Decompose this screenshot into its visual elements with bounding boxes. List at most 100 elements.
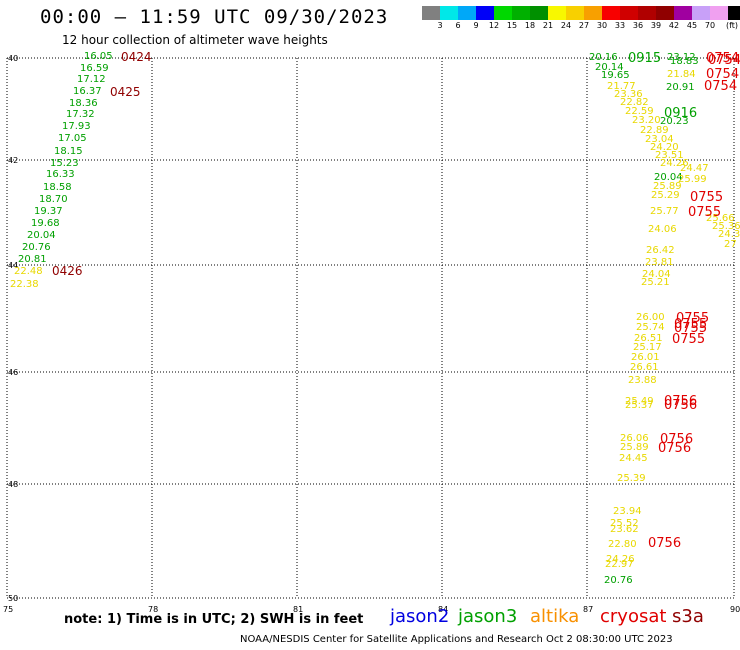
wave-height-value: 22.59 <box>625 106 654 117</box>
color-scale-tick: 42 <box>668 21 680 30</box>
color-scale-tick: 9 <box>473 21 479 30</box>
wave-height-value: 24.26 <box>660 158 689 169</box>
wave-height-value: 24.3 <box>718 229 740 240</box>
wave-height-value: 26.61 <box>630 362 659 373</box>
color-scale-tick: 15 <box>506 21 518 30</box>
color-scale-tick: 45 <box>686 21 698 30</box>
wave-height-value: 25.21 <box>641 277 670 288</box>
color-scale-tick: 21 <box>542 21 554 30</box>
wave-height-value: 26.00 <box>636 312 665 323</box>
wave-height-value: 24.06 <box>648 224 677 235</box>
wave-height-value: 15.23 <box>50 158 79 169</box>
color-swatch <box>638 6 656 20</box>
wave-height-value: 22.82 <box>620 97 649 108</box>
wave-height-value: 20.76 <box>22 242 51 253</box>
wave-height-value: 23.36 <box>614 89 643 100</box>
wave-height-value: 23.88 <box>628 375 657 386</box>
pass-time-label: 0756 <box>660 432 693 447</box>
wave-height-value: 17.32 <box>66 109 95 120</box>
pass-time-label: 0754 <box>706 67 739 82</box>
color-scale-tick: 24 <box>560 21 572 30</box>
wave-height-value: 19.65 <box>601 70 630 81</box>
color-swatch <box>548 6 566 20</box>
pass-time-label: 0756 <box>658 441 691 456</box>
y-tick-label: 50 <box>8 594 18 603</box>
wave-height-value: 25.37 <box>625 400 654 411</box>
pass-time-label: 0756 <box>648 536 681 551</box>
wave-height-value: 25.29 <box>651 190 680 201</box>
y-tick-label: 46 <box>8 368 18 377</box>
wave-height-value: 26.51 <box>634 333 663 344</box>
wave-height-value: 23.12 <box>667 52 696 63</box>
pass-time-label: 0916 <box>664 106 697 121</box>
x-tick-label: 75 <box>3 605 13 614</box>
wave-height-value: 23.94 <box>613 506 642 517</box>
wave-height-value: 23.20 <box>632 115 661 126</box>
color-swatch <box>728 6 740 20</box>
color-scale-labels: 3 6 9 12 15 18 21 24 27 30 33 36 39 42 45 70 (ft) <box>422 21 740 33</box>
wave-height-value: 20.91 <box>666 82 695 93</box>
color-swatch <box>512 6 530 20</box>
pass-time-label: 0754 <box>706 51 739 66</box>
pass-time-label: 0915 <box>628 51 661 66</box>
legend-item-altika: altika <box>530 606 580 627</box>
page-title: 00:00 — 11:59 UTC 09/30/2023 <box>40 6 389 28</box>
wave-height-value: 24.20 <box>650 142 679 153</box>
y-tick-label: 44 <box>8 261 18 270</box>
wave-height-value: 22.48 <box>14 266 43 277</box>
wave-height-value: 26.01 <box>631 352 660 363</box>
wave-height-value: 23.81 <box>645 257 674 268</box>
pass-time-label: 0755 <box>672 332 705 347</box>
wave-height-value: 25.74 <box>636 322 665 333</box>
color-swatch <box>584 6 602 20</box>
wave-height-value: 24.47 <box>680 163 709 174</box>
color-scale-tick: 39 <box>650 21 662 30</box>
pass-time-label: 0754 <box>708 53 740 68</box>
wave-height-value: 16.37 <box>73 86 102 97</box>
color-scale-tick: 70 <box>704 21 716 30</box>
wave-height-value: 26.06 <box>620 433 649 444</box>
wave-height-value: 16.59 <box>80 63 109 74</box>
color-swatch <box>440 6 458 20</box>
y-tick-label: 40 <box>8 54 18 63</box>
wave-height-value: 20.04 <box>27 230 56 241</box>
wave-height-value: 20.14 <box>595 62 624 73</box>
color-swatch <box>530 6 548 20</box>
wave-height-value: 20.16 <box>589 52 618 63</box>
wave-height-value: 25.66 <box>706 213 735 224</box>
pass-time-label: 0756 <box>664 394 697 409</box>
wave-height-value: 24.45 <box>619 453 648 464</box>
color-scale-unit: (ft) <box>725 21 739 30</box>
x-tick-label: 87 <box>583 605 593 614</box>
wave-height-value: 20.23 <box>660 116 689 127</box>
pass-time-label: 0424 <box>121 50 152 64</box>
color-swatch <box>422 6 440 20</box>
wave-height-value: 17.12 <box>77 74 106 85</box>
color-scale-tick: 30 <box>596 21 608 30</box>
wave-height-value: 21.84 <box>667 69 696 80</box>
wave-height-value: 25.17 <box>633 342 662 353</box>
wave-height-value: 18.36 <box>69 98 98 109</box>
legend-item-jason3: jason3 <box>458 606 518 627</box>
color-swatch <box>692 6 710 20</box>
wave-height-value: 21.77 <box>607 81 636 92</box>
wave-height-labels: 16.0516.5917.1216.3718.3617.3217.9317.05… <box>10 50 740 586</box>
color-swatch <box>602 6 620 20</box>
wave-height-value: 24.26 <box>606 554 635 565</box>
y-tick-label: 42 <box>8 156 18 165</box>
wave-height-value: 25.99 <box>678 174 707 185</box>
color-scale-tick: 36 <box>632 21 644 30</box>
wave-height-value: 17.05 <box>58 133 87 144</box>
color-scale-tick: 12 <box>488 21 500 30</box>
wave-height-value: 22.89 <box>640 125 669 136</box>
map-grid <box>6 57 735 599</box>
wave-height-value: 18.58 <box>43 182 72 193</box>
wave-height-value: 16.05 <box>84 51 113 62</box>
wave-height-value: 27 <box>724 239 737 250</box>
pass-time-label: 0755 <box>674 321 707 336</box>
wave-height-value: 25.52 <box>610 518 639 529</box>
wave-height-value: 23.04 <box>645 134 674 145</box>
x-tick-label: 81 <box>293 605 303 614</box>
pass-time-label: 0755 <box>690 190 723 205</box>
